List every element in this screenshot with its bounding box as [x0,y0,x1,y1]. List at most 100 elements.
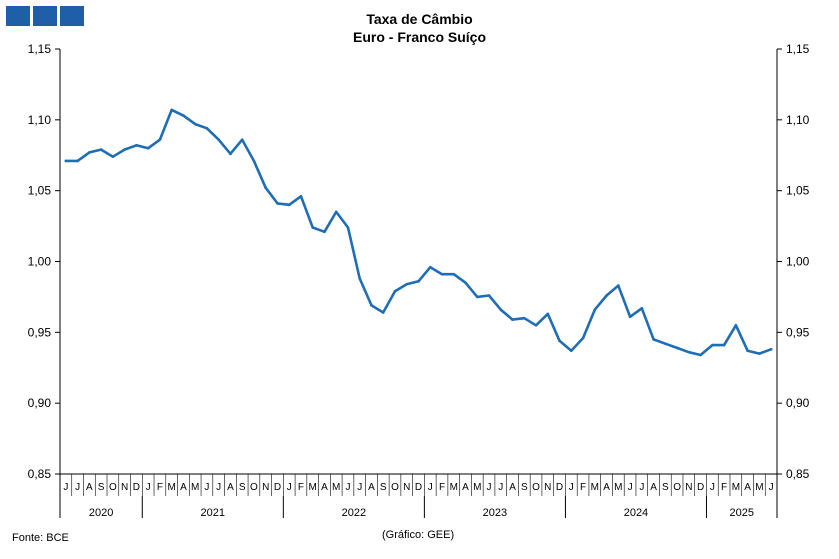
month-label: J [498,482,503,493]
month-label: A [321,482,328,493]
chart-title-line2: Euro - Franco Suíço [352,29,486,45]
month-label: O [109,482,117,493]
data-point [240,138,244,141]
year-label: 2025 [729,507,753,519]
data-point [311,226,315,229]
data-point [146,146,150,150]
month-label: J [487,482,492,493]
month-label: M [473,482,481,493]
data-point [699,353,702,357]
month-label: S [98,482,105,493]
month-label: J [287,482,292,493]
data-point [346,226,350,229]
data-point [499,308,503,311]
month-label: S [380,482,387,493]
y-tick-label-right: 1,00 [786,255,810,269]
data-point [428,265,432,269]
month-label: J [569,482,574,493]
month-label: J [75,482,80,493]
year-label: 2024 [624,507,648,519]
y-tick-label-left: 0,90 [28,396,52,410]
data-point [123,148,126,151]
data-point [99,148,103,151]
month-label: M [332,482,340,493]
month-label: J [216,482,221,493]
logo-block [6,6,30,26]
y-tick-label-left: 0,95 [28,325,52,339]
data-point [475,295,479,299]
y-tick-label-right: 0,90 [786,396,810,410]
y-tick-label-left: 0,85 [28,467,52,481]
month-label: J [428,482,433,493]
month-label: D [274,482,281,493]
month-label: M [732,482,740,493]
month-label: A [462,482,469,493]
month-label: F [157,482,163,493]
chart-title: Taxa de Câmbio Euro - Franco Suíço [0,10,839,46]
y-tick-label-left: 1,15 [28,42,52,56]
data-point [393,289,397,293]
month-label: O [532,482,540,493]
data-point [440,272,444,276]
data-point [769,348,773,351]
series-line [64,108,773,357]
month-label: M [450,482,458,493]
data-point [229,152,232,156]
data-point [76,159,79,163]
year-label: 2022 [342,507,366,519]
data-point [111,155,115,158]
data-point [617,284,620,287]
data-point [605,294,608,297]
data-point [640,306,644,310]
data-point [358,277,362,280]
data-point [323,230,326,234]
data-point [722,343,726,347]
data-point [570,349,573,353]
month-label: A [650,482,657,493]
y-tick-label-right: 0,95 [786,325,810,339]
data-point [370,304,373,307]
month-label: J [710,482,715,493]
data-point [593,308,597,311]
y-tick-label-right: 1,05 [786,184,810,198]
month-label: A [368,482,375,493]
month-label: M [614,482,622,493]
month-label: O [673,482,681,493]
month-label: J [628,482,633,493]
month-label: A [603,482,610,493]
data-point [734,323,738,327]
month-label: N [544,482,551,493]
month-label: N [403,482,410,493]
month-label: A [227,482,234,493]
data-point [381,311,385,314]
month-label: F [439,482,445,493]
month-label: N [262,482,269,493]
y-tick-label-left: 1,00 [28,255,52,269]
data-point [88,151,91,154]
month-label: S [521,482,528,493]
month-label: O [391,482,399,493]
month-label: J [639,482,644,493]
month-label: J [769,482,774,493]
source-note: Fonte: BCE [12,532,69,544]
month-label: A [180,482,187,493]
y-tick-label-right: 1,15 [786,42,810,56]
data-point [558,339,561,343]
month-label: J [204,482,209,493]
data-point [534,323,538,327]
logo [6,6,84,26]
month-label: M [309,482,317,493]
data-point [628,315,632,319]
month-label: J [357,482,362,493]
data-point [217,138,220,141]
month-label: D [556,482,563,493]
data-point [170,108,173,112]
month-label: D [415,482,422,493]
data-point [287,203,291,207]
data-point [252,159,256,163]
year-label: 2023 [483,507,507,519]
chart-title-line1: Taxa de Câmbio [366,11,473,27]
month-label: A [86,482,93,493]
data-point [652,338,655,341]
